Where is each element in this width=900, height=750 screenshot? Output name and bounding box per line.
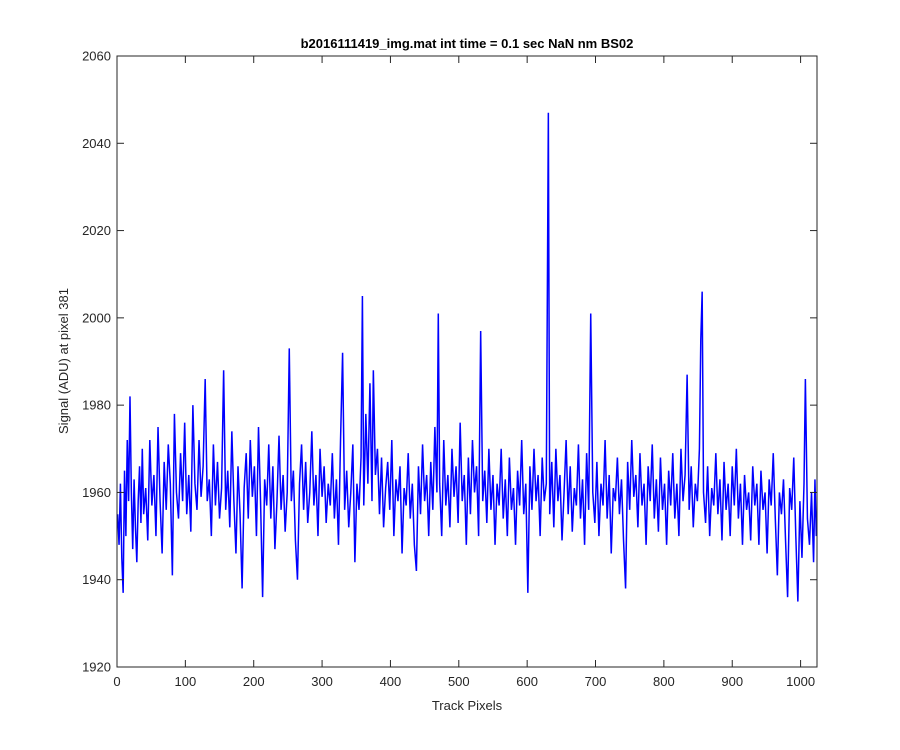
x-tick-label: 500 [448, 674, 470, 689]
x-tick-label: 700 [585, 674, 607, 689]
y-tick-label: 2020 [82, 223, 111, 238]
y-tick-label: 1920 [82, 660, 111, 675]
x-tick-label: 600 [516, 674, 538, 689]
x-tick-label: 1000 [786, 674, 815, 689]
x-tick-label: 0 [113, 674, 120, 689]
x-tick-label: 400 [380, 674, 402, 689]
y-tick-label: 1940 [82, 572, 111, 587]
ticks-layer: 0 100 200 300 400 500 600 700 800 900 1000 1920 1940… [82, 49, 817, 689]
x-axis-label: Track Pixels [432, 698, 503, 713]
axes-background [117, 56, 817, 667]
x-tick-label: 300 [311, 674, 333, 689]
y-tick-label: 2000 [82, 310, 111, 325]
x-tick-label: 200 [243, 674, 265, 689]
x-tick-label: 100 [175, 674, 197, 689]
x-tick-label: 800 [653, 674, 675, 689]
series-layer [116, 112, 818, 602]
axes-box [116, 55, 818, 668]
y-axis-label: Signal (ADU) at pixel 381 [56, 288, 71, 434]
x-tick-label: 900 [721, 674, 743, 689]
y-tick-label: 1980 [82, 398, 111, 413]
y-tick-label: 2060 [82, 49, 111, 64]
y-tick-label: 1960 [82, 485, 111, 500]
series-line [116, 112, 818, 602]
y-tick-label: 2040 [82, 136, 111, 151]
chart-title: b2016111419_img.mat int time = 0.1 sec N… [301, 36, 634, 51]
